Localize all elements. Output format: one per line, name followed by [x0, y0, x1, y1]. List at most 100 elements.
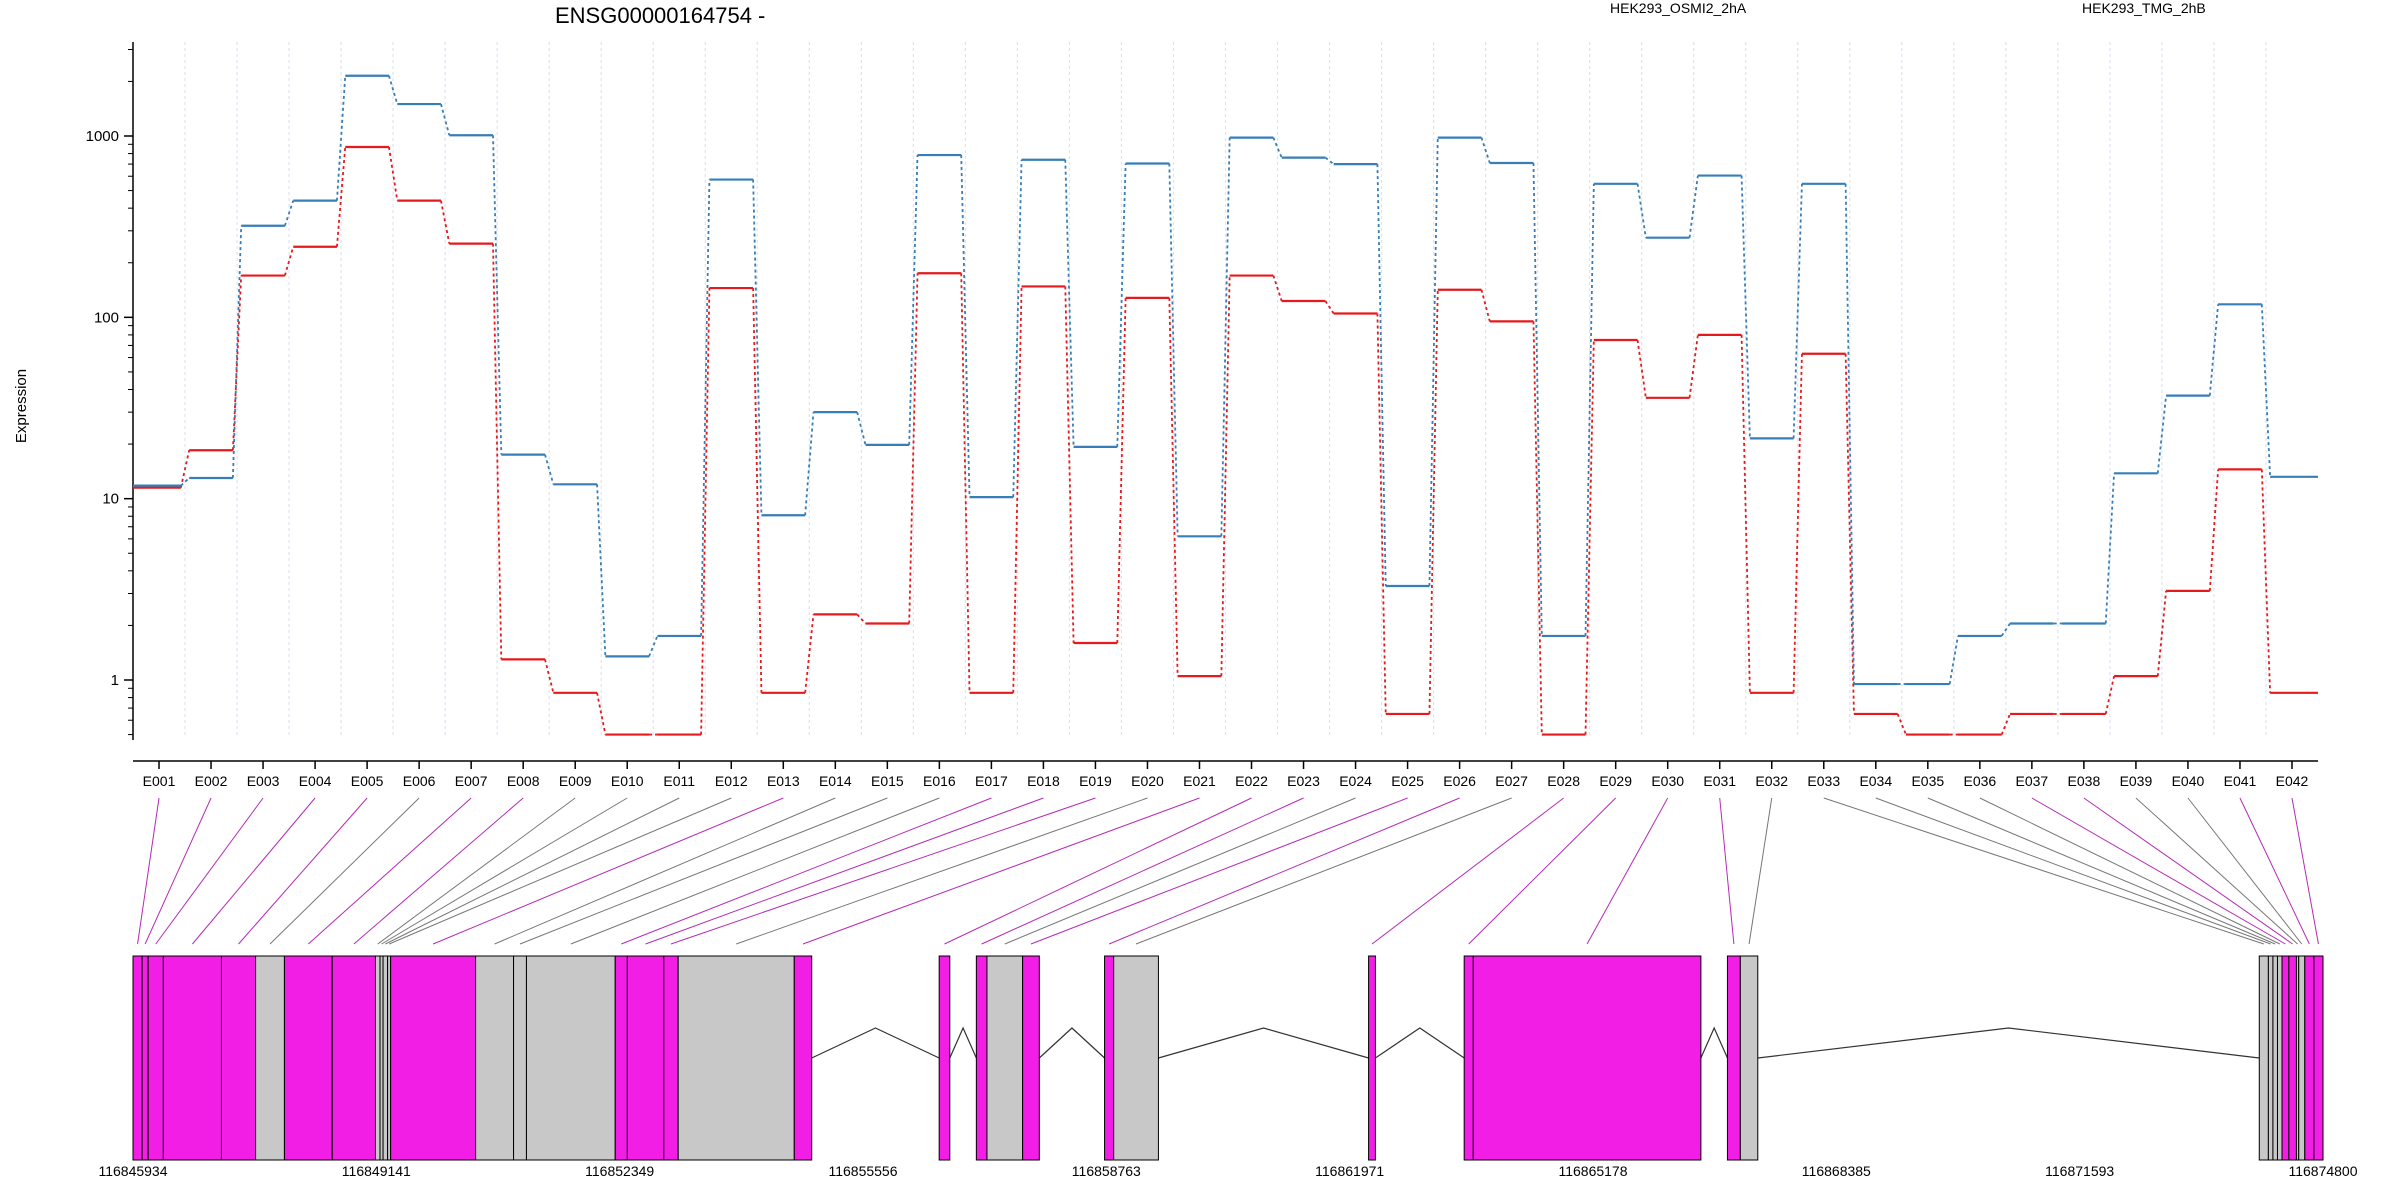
exon-block: [2313, 955, 2324, 1161]
series-connector: [544, 454, 555, 485]
exon-block: [938, 955, 951, 1161]
exon-connector: [269, 797, 420, 945]
exon-block: [525, 955, 616, 1161]
exon-block: [147, 955, 164, 1161]
genomic-tick-label: 116849141: [342, 1163, 411, 1179]
exon-block: [132, 955, 143, 1161]
x-tick-label: E039: [2120, 773, 2153, 789]
x-tick-label: E004: [299, 773, 332, 789]
series-connector: [700, 179, 711, 636]
x-tick-label: E018: [1027, 773, 1060, 789]
x-tick-label: E012: [715, 773, 748, 789]
x-tick-label: E003: [247, 773, 280, 789]
exon-connector: [144, 797, 212, 945]
exon-block: [1368, 955, 1376, 1161]
x-tick-label: E001: [143, 773, 176, 789]
series-connector: [596, 484, 607, 657]
exon-block: [162, 955, 222, 1161]
exon-block: [614, 955, 628, 1161]
x-tick-label: E028: [1547, 773, 1580, 789]
exon-connector: [1371, 797, 1564, 945]
series-connector: [1792, 183, 1803, 439]
gridlines: [184, 42, 2267, 736]
exon-block: [1022, 955, 1040, 1161]
exon-block: [1463, 955, 1474, 1161]
genomic-tick-label: 116858763: [1072, 1163, 1141, 1179]
series-connector: [284, 200, 295, 227]
series-connector: [2000, 713, 2011, 735]
x-tick-label: E029: [1599, 773, 1632, 789]
series-connector: [2104, 473, 2115, 624]
exon-block: [382, 955, 389, 1161]
series-connector: [1844, 183, 1855, 685]
series-connector: [648, 635, 659, 657]
series-connector: [1896, 713, 1907, 735]
exon-connector: [307, 797, 472, 945]
genomic-tick-label: 116845934: [98, 1163, 167, 1179]
series-connector: [492, 135, 503, 455]
exon-connector: [388, 797, 732, 945]
exon-block: [1739, 955, 1759, 1161]
series-connector: [1012, 159, 1023, 498]
exon-block: [475, 955, 515, 1161]
x-tick-label: E017: [975, 773, 1008, 789]
series-connector: [1636, 339, 1647, 398]
x-tick-label: E008: [507, 773, 540, 789]
x-tick-label: E026: [1443, 773, 1476, 789]
axes: 1 10 100 1000 E001 E002 E003 E004 E005 E006 E007 E0…: [86, 42, 2318, 789]
x-tick-label: E034: [1859, 773, 1892, 789]
series-connector: [2104, 675, 2115, 715]
series-connector: [2260, 304, 2272, 477]
exon-block: [513, 955, 527, 1161]
exon-connector: [1108, 797, 1460, 945]
genomic-tick-label: 116861971: [1315, 1163, 1384, 1179]
series-connector: [1220, 275, 1231, 677]
x-tick-label: E036: [1963, 773, 1996, 789]
exon-connector: [2135, 797, 2298, 945]
exon-block: [1104, 955, 1115, 1161]
intron-line: [1375, 1027, 1465, 1059]
exon-connector: [1979, 797, 2280, 945]
genomic-tick-label: 116874800: [2288, 1163, 2357, 1179]
x-tick-label: E040: [2172, 773, 2205, 789]
exon-connector: [645, 797, 1044, 945]
exon-block: [1472, 955, 1702, 1161]
x-tick-label: E005: [351, 773, 384, 789]
series-connector: [2156, 395, 2167, 474]
x-tick-label: E011: [663, 773, 695, 789]
series-connector: [231, 275, 243, 451]
series-connector: [804, 614, 815, 693]
series-connector: [440, 103, 451, 136]
exon-block: [331, 955, 376, 1161]
legend-entry-series-b: HEK293_TMG_2hB: [2082, 0, 2206, 16]
series-connector: [1428, 137, 1439, 586]
y-tick-label: 100: [94, 309, 119, 326]
series-connector: [1688, 334, 1699, 398]
exon-block: [220, 955, 257, 1161]
series-connector: [1220, 137, 1231, 537]
exon-connector: [1586, 797, 1669, 945]
intron-line: [1038, 1027, 1105, 1059]
exon-block: [1113, 955, 1159, 1161]
exon-connector: [381, 797, 628, 945]
series-connector: [336, 146, 347, 247]
y-tick-label: 1: [111, 672, 119, 689]
exon-connector: [519, 797, 888, 945]
exon-connector: [1030, 797, 1408, 945]
exon-block: [2267, 955, 2274, 1161]
series-connector: [180, 477, 190, 487]
exon-connector: [353, 797, 524, 945]
genomic-tick-label: 116852349: [585, 1163, 654, 1179]
gene-coordinate-axis: 116845934 116849141 116852349 116855556 1168…: [98, 1163, 2357, 1179]
exon-connector: [377, 797, 576, 945]
exon-connector: [2239, 797, 2310, 945]
series-b: [133, 74, 2318, 686]
exon-block: [677, 955, 795, 1161]
exon-block: [374, 955, 381, 1161]
x-tick-label: E009: [559, 773, 592, 789]
series-connector: [1012, 286, 1023, 693]
intron-line: [811, 1027, 940, 1059]
series-connector: [440, 200, 451, 244]
exon-block: [986, 955, 1024, 1161]
